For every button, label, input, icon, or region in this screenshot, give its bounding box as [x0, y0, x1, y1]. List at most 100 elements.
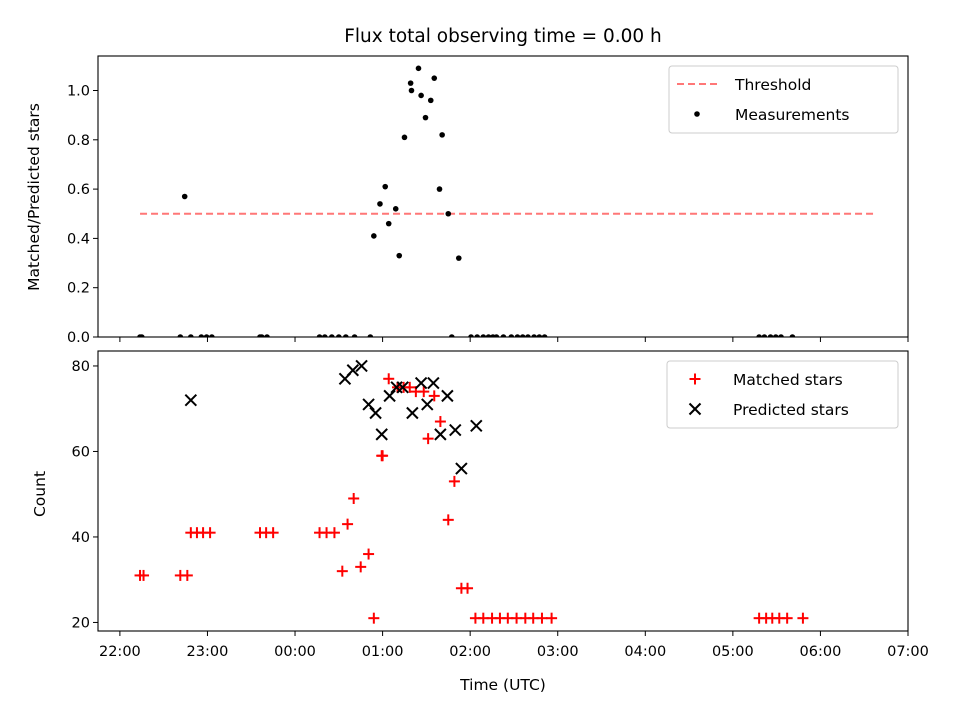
predicted-stars-point — [383, 389, 396, 403]
measurement-point — [343, 334, 349, 337]
panel-0-marks — [137, 65, 944, 340]
matched-stars-point — [462, 582, 474, 594]
x-b — [455, 462, 468, 475]
measurement-point — [519, 334, 526, 337]
predicted-stars-point — [455, 462, 468, 475]
measurement-point — [772, 334, 779, 337]
predicted-stars-point — [369, 406, 382, 420]
x-b — [427, 376, 440, 390]
y-tick-label: 0.8 — [67, 133, 90, 149]
measurement-point — [536, 334, 543, 337]
measurement-point — [455, 255, 462, 261]
matched-stars-point — [404, 381, 416, 393]
measurement-point — [938, 334, 944, 340]
x-tick-label: 00:00 — [274, 644, 316, 660]
measurement-point — [756, 334, 762, 337]
matched-stars-point — [138, 569, 150, 581]
measurement-point — [377, 201, 383, 207]
x-tick-label: 06:00 — [800, 644, 842, 660]
measurement-point — [138, 334, 145, 337]
measurement-point — [468, 334, 474, 337]
chart-title: Flux total observing time = 0.00 h — [344, 26, 662, 47]
measurement-point — [474, 334, 480, 337]
measurement-point — [408, 87, 415, 94]
predicted-stars-point — [441, 389, 454, 403]
measurement-point — [209, 334, 215, 337]
measurement-point — [427, 97, 434, 104]
x-tick-label: 22:00 — [99, 644, 141, 660]
y-tick-label: 0.2 — [67, 281, 90, 297]
matched-stars-point — [363, 548, 375, 560]
matched-stars-point — [383, 373, 395, 385]
matched-stars-point — [428, 390, 440, 402]
measurement-point — [445, 210, 452, 217]
x-tick-label: 01:00 — [362, 644, 404, 660]
measurement-point — [264, 334, 270, 337]
measurement-point — [789, 334, 796, 337]
measurement-point — [761, 334, 768, 337]
predicted-stars-point — [434, 428, 447, 441]
measurement-point — [531, 334, 537, 337]
matched-stars-point — [328, 527, 340, 539]
measurement-point — [508, 334, 515, 337]
x-b — [434, 428, 447, 441]
measurement-point — [448, 334, 455, 337]
matched-stars-point — [536, 612, 548, 624]
matched-stars-point — [355, 561, 367, 573]
measurement-point — [480, 334, 487, 337]
matched-stars-point — [348, 492, 360, 504]
x-b — [369, 406, 382, 420]
measurement-point — [392, 206, 399, 212]
measurement-point — [385, 220, 392, 227]
y-tick-label: 0.4 — [67, 231, 90, 247]
x-axis-label: Time (UTC) — [459, 676, 546, 694]
measurement-point — [407, 80, 414, 86]
x-tick-label: 05:00 — [712, 644, 754, 660]
measurement-point — [177, 334, 184, 337]
measurement-point — [415, 65, 422, 72]
measurement-point — [525, 334, 531, 337]
matched-stars-point — [914, 613, 925, 624]
predicted-stars-point — [427, 376, 440, 390]
measurement-point — [396, 252, 403, 259]
panel-1-frame — [97, 350, 909, 632]
predicted-stars-point — [184, 393, 198, 407]
measurement-point — [188, 334, 194, 337]
matched-stars-point — [204, 527, 216, 539]
x-b — [184, 393, 198, 407]
legend-box — [666, 360, 899, 429]
x-b — [688, 402, 702, 416]
y-tick-label: 80 — [72, 359, 90, 375]
x-b — [362, 398, 375, 411]
measurement-point — [367, 334, 374, 337]
x-tick-label: 23:00 — [187, 644, 229, 660]
predicted-stars-point — [470, 419, 483, 433]
predicted-stars-point — [355, 359, 368, 373]
predicted-stars-point — [375, 428, 388, 441]
x-b — [421, 398, 434, 411]
predicted-stars-point — [396, 381, 409, 394]
y-tick-label: 0.6 — [67, 182, 90, 198]
measurement-point — [778, 334, 784, 337]
matched-stars-point — [342, 518, 354, 530]
y-tick-label: 0.0 — [67, 330, 90, 346]
measurement-point — [418, 92, 424, 99]
predicted-stars-point — [421, 398, 434, 411]
predicted-stars-point — [414, 376, 428, 390]
measurement-point — [767, 334, 774, 337]
matched-stars-point — [181, 569, 193, 581]
matched-stars-point — [781, 612, 793, 624]
measurement-point — [351, 334, 358, 337]
predicted-stars-point — [449, 423, 462, 437]
x-b — [396, 381, 409, 394]
matched-stars-point — [434, 416, 446, 428]
measurement-point — [493, 334, 500, 337]
measurement-point — [198, 334, 205, 337]
measurement-point — [316, 334, 323, 337]
matched-stars-point — [939, 613, 950, 624]
x-b — [441, 389, 454, 403]
y-tick-label: 60 — [72, 444, 90, 460]
measurement-point — [329, 334, 335, 337]
measurement-point — [181, 193, 188, 200]
